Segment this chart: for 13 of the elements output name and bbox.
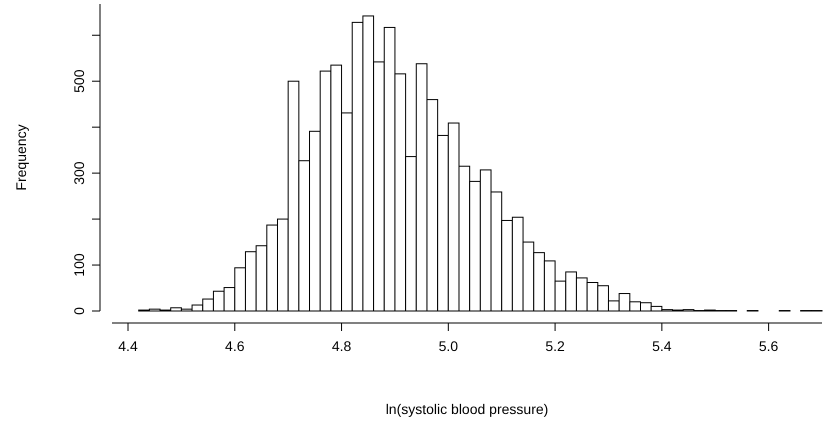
y-tick-label: 100 — [71, 253, 87, 277]
y-tick-label: 0 — [71, 306, 87, 315]
x-tick-label: 5.6 — [758, 338, 779, 354]
x-tick-label: 5.4 — [652, 338, 672, 354]
y-tick-label: 300 — [71, 161, 87, 185]
x-tick-label: 5.0 — [438, 338, 458, 354]
y-tick-label: 500 — [71, 69, 87, 93]
x-axis-title: ln(systolic blood pressure) — [386, 401, 548, 417]
x-tick-label: 4.6 — [225, 338, 245, 354]
y-axis-title: Frequency — [13, 124, 29, 191]
x-tick-label: 4.8 — [332, 338, 352, 354]
x-tick-label: 4.4 — [118, 338, 138, 354]
x-tick-label: 5.2 — [545, 338, 566, 354]
